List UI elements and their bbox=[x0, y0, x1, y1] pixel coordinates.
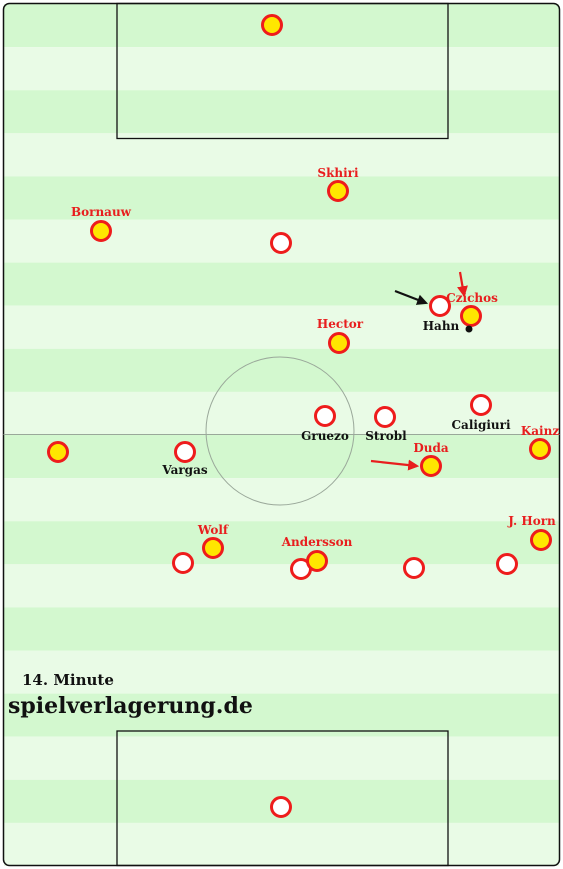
arrow-to-czichos bbox=[457, 271, 468, 298]
player-marker-strobl bbox=[374, 406, 396, 428]
player-marker-bornauw bbox=[90, 220, 112, 242]
movement-arrows bbox=[370, 271, 468, 471]
player-marker-goalkeeper-top bbox=[261, 14, 283, 36]
pitch-stripes bbox=[4, 4, 559, 866]
arrow-to-hahn bbox=[394, 289, 429, 305]
player-label-gruezo: Gruezo bbox=[301, 429, 349, 443]
bottom-penalty-box bbox=[116, 730, 449, 867]
player-label-caligiuri: Caligiuri bbox=[452, 418, 511, 432]
pitch-stripe bbox=[4, 736, 559, 780]
minute-label: 14. Minute bbox=[22, 671, 114, 689]
player-marker-opponent-def-3 bbox=[403, 557, 425, 579]
player-label-j-horn: J. Horn bbox=[507, 514, 556, 528]
player-marker-wolf bbox=[202, 537, 224, 559]
top-penalty-box bbox=[116, 2, 449, 140]
player-label-andersson: Andersson bbox=[281, 535, 353, 549]
pitch-stripe bbox=[4, 822, 559, 866]
player-marker-skhiri bbox=[327, 180, 349, 202]
player-marker-duda bbox=[420, 455, 442, 477]
player-marker-gruezo bbox=[314, 405, 336, 427]
player-label-kainz: Kainz bbox=[521, 424, 559, 438]
players-layer: Hahn Gruezo Strobl Caligiuri Vargas Skhiri Bor… bbox=[47, 14, 559, 818]
pitch-stripe bbox=[4, 133, 559, 177]
pitch-stripe bbox=[4, 176, 559, 220]
player-marker-andersson bbox=[306, 550, 328, 572]
pitch-stripe bbox=[4, 348, 559, 392]
player-marker-opponent-def-4 bbox=[496, 553, 518, 575]
pitch-stripe bbox=[4, 607, 559, 651]
watermark: spielverlagerung.de bbox=[8, 693, 253, 719]
player-marker-vargas bbox=[174, 441, 196, 463]
player-label-strobl: Strobl bbox=[365, 429, 407, 443]
center-circle bbox=[205, 356, 355, 506]
pitch-stripe bbox=[4, 262, 559, 306]
player-label-hector: Hector bbox=[317, 317, 364, 331]
pitch-stripe bbox=[4, 650, 559, 694]
player-marker-goalkeeper-bottom bbox=[270, 796, 292, 818]
player-marker-kainz bbox=[529, 438, 551, 460]
pitch-stripe bbox=[4, 47, 559, 91]
player-label-bornauw: Bornauw bbox=[71, 205, 132, 219]
player-marker-caligiuri bbox=[470, 394, 492, 416]
arrow-to-duda bbox=[370, 459, 420, 471]
player-marker-j-horn bbox=[530, 529, 552, 551]
player-marker-left-wide bbox=[47, 441, 69, 463]
player-label-hahn: Hahn bbox=[423, 319, 460, 333]
pitch-stripe bbox=[4, 693, 559, 737]
pitch-stripe bbox=[4, 90, 559, 134]
pitch-stripe bbox=[4, 478, 559, 522]
player-marker-czichos bbox=[460, 305, 482, 327]
player-marker-opponent-mid-1 bbox=[270, 232, 292, 254]
player-marker-opponent-def-1 bbox=[172, 552, 194, 574]
player-label-skhiri: Skhiri bbox=[317, 166, 359, 180]
pitch-stripe bbox=[4, 391, 559, 435]
pitch-stripe bbox=[4, 435, 559, 479]
pitch-stripe bbox=[4, 564, 559, 608]
player-label-duda: Duda bbox=[413, 441, 449, 455]
ball bbox=[465, 325, 473, 333]
player-label-vargas: Vargas bbox=[161, 463, 207, 477]
player-label-czichos: Czichos bbox=[446, 291, 498, 305]
pitch-stripe bbox=[4, 521, 559, 565]
player-label-wolf: Wolf bbox=[197, 523, 229, 537]
player-marker-hahn bbox=[429, 295, 451, 317]
player-marker-hector bbox=[328, 332, 350, 354]
